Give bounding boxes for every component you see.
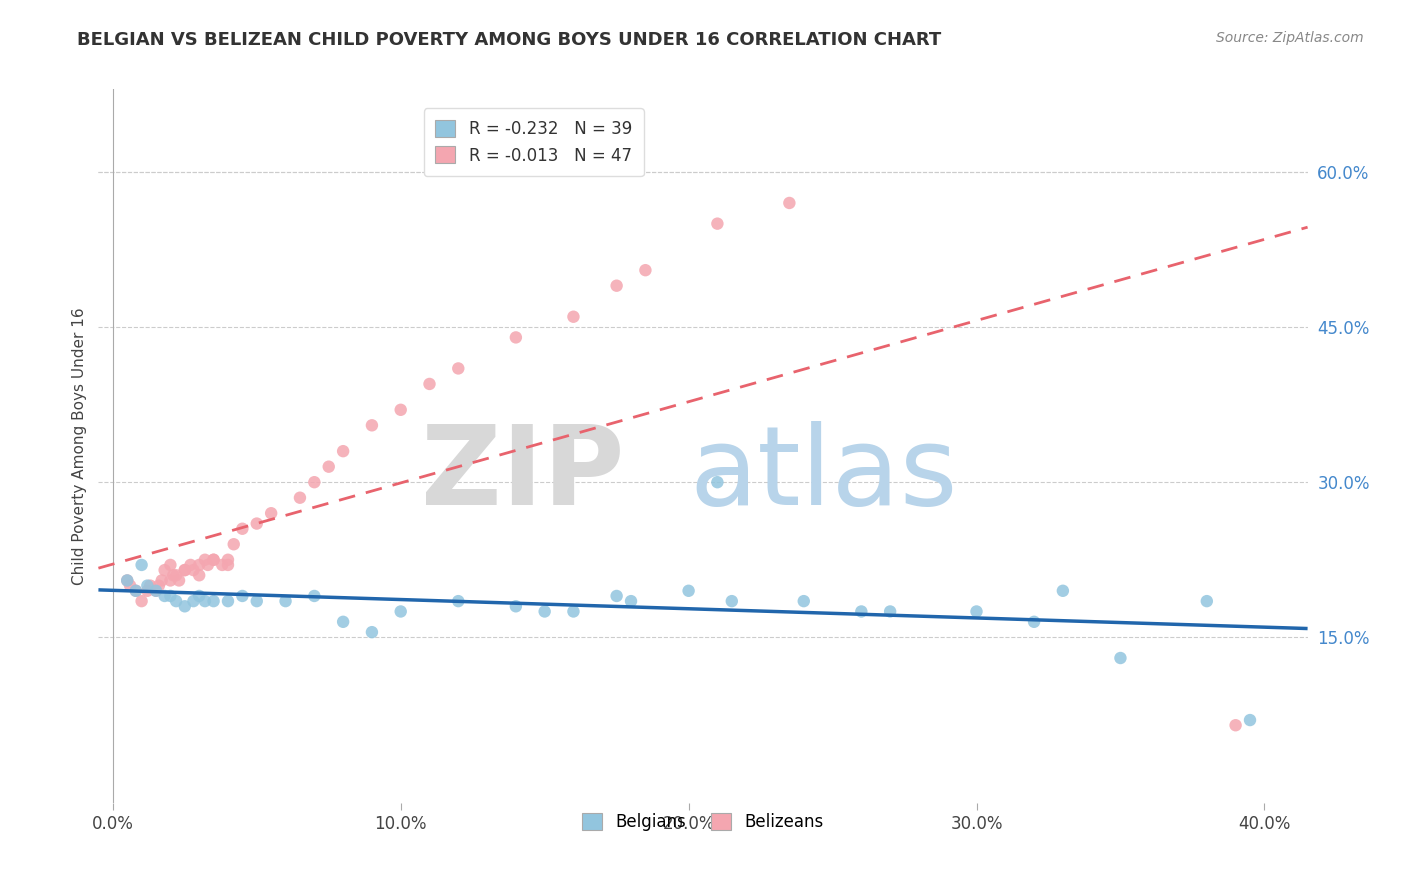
Point	[288, 491, 311, 505]
Legend: Belgians, Belizeans: Belgians, Belizeans	[572, 803, 834, 841]
Point	[1052, 583, 1074, 598]
Point	[167, 574, 190, 588]
Point	[197, 558, 219, 572]
Point	[634, 263, 657, 277]
Point	[115, 574, 138, 588]
Point	[153, 563, 176, 577]
Point	[879, 605, 901, 619]
Point	[231, 589, 253, 603]
Point	[332, 444, 354, 458]
Text: Source: ZipAtlas.com: Source: ZipAtlas.com	[1216, 31, 1364, 45]
Point	[966, 605, 988, 619]
Point	[533, 605, 555, 619]
Point	[173, 599, 195, 614]
Point	[678, 583, 700, 598]
Point	[447, 594, 470, 608]
Point	[165, 594, 187, 608]
Point	[188, 568, 211, 582]
Point	[173, 563, 195, 577]
Point	[505, 330, 527, 344]
Point	[222, 537, 245, 551]
Point	[706, 475, 728, 490]
Point	[194, 594, 217, 608]
Point	[183, 563, 205, 577]
Point	[131, 594, 153, 608]
Point	[217, 558, 239, 572]
Point	[136, 583, 159, 598]
Point	[562, 310, 585, 324]
Point	[389, 605, 412, 619]
Point	[332, 615, 354, 629]
Point	[418, 376, 440, 391]
Point	[304, 475, 326, 490]
Point	[136, 579, 159, 593]
Point	[361, 625, 384, 640]
Point	[183, 594, 205, 608]
Point	[159, 589, 181, 603]
Point	[188, 589, 211, 603]
Point	[125, 583, 148, 598]
Y-axis label: Child Poverty Among Boys Under 16: Child Poverty Among Boys Under 16	[72, 307, 87, 585]
Point	[1109, 651, 1132, 665]
Text: ZIP: ZIP	[420, 421, 624, 528]
Point	[620, 594, 643, 608]
Point	[145, 583, 167, 598]
Point	[246, 594, 269, 608]
Point	[606, 589, 628, 603]
Point	[606, 278, 628, 293]
Point	[202, 553, 225, 567]
Point	[153, 589, 176, 603]
Point	[150, 574, 173, 588]
Point	[188, 558, 211, 572]
Point	[1239, 713, 1261, 727]
Point	[1195, 594, 1218, 608]
Point	[361, 418, 384, 433]
Point	[162, 568, 184, 582]
Point	[165, 568, 187, 582]
Point	[447, 361, 470, 376]
Point	[217, 553, 239, 567]
Point	[720, 594, 742, 608]
Point	[793, 594, 815, 608]
Point	[125, 583, 148, 598]
Point	[318, 459, 340, 474]
Point	[120, 579, 142, 593]
Point	[115, 574, 138, 588]
Point	[217, 594, 239, 608]
Point	[851, 605, 873, 619]
Point	[145, 583, 167, 598]
Point	[202, 553, 225, 567]
Point	[231, 522, 253, 536]
Point	[173, 563, 195, 577]
Text: atlas: atlas	[690, 421, 957, 528]
Point	[159, 558, 181, 572]
Point	[389, 402, 412, 417]
Point	[148, 579, 170, 593]
Point	[505, 599, 527, 614]
Point	[260, 506, 283, 520]
Point	[274, 594, 297, 608]
Point	[159, 574, 181, 588]
Point	[304, 589, 326, 603]
Point	[131, 558, 153, 572]
Point	[211, 558, 233, 572]
Text: BELGIAN VS BELIZEAN CHILD POVERTY AMONG BOYS UNDER 16 CORRELATION CHART: BELGIAN VS BELIZEAN CHILD POVERTY AMONG …	[77, 31, 942, 49]
Point	[180, 558, 202, 572]
Point	[246, 516, 269, 531]
Point	[706, 217, 728, 231]
Point	[202, 594, 225, 608]
Point	[139, 579, 162, 593]
Point	[194, 553, 217, 567]
Point	[1225, 718, 1247, 732]
Point	[1022, 615, 1045, 629]
Point	[778, 196, 800, 211]
Point	[562, 605, 585, 619]
